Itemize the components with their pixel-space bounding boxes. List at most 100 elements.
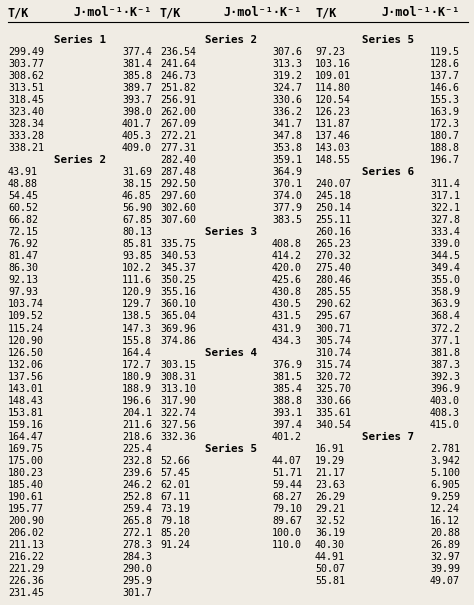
Text: 206.02: 206.02	[8, 528, 44, 538]
Text: 299.49: 299.49	[8, 47, 44, 57]
Text: 204.1: 204.1	[122, 408, 152, 417]
Text: Series 2: Series 2	[205, 35, 257, 45]
Text: 278.3: 278.3	[122, 540, 152, 550]
Text: 389.7: 389.7	[122, 83, 152, 93]
Text: 85.20: 85.20	[160, 528, 190, 538]
Text: 409.0: 409.0	[122, 143, 152, 153]
Text: 363.9: 363.9	[430, 299, 460, 310]
Text: 5.100: 5.100	[430, 468, 460, 478]
Text: 401.7: 401.7	[122, 119, 152, 129]
Text: 370.1: 370.1	[272, 179, 302, 189]
Text: 355.0: 355.0	[430, 275, 460, 286]
Text: 317.1: 317.1	[430, 191, 460, 201]
Text: 40.30: 40.30	[315, 540, 345, 550]
Text: 89.67: 89.67	[272, 516, 302, 526]
Text: 313.51: 313.51	[8, 83, 44, 93]
Text: 301.7: 301.7	[122, 588, 152, 598]
Text: 393.7: 393.7	[122, 95, 152, 105]
Text: 232.8: 232.8	[122, 456, 152, 466]
Text: 196.7: 196.7	[430, 155, 460, 165]
Text: 3.942: 3.942	[430, 456, 460, 466]
Text: 32.97: 32.97	[430, 552, 460, 562]
Text: 313.3: 313.3	[272, 59, 302, 69]
Text: 303.15: 303.15	[160, 359, 196, 370]
Text: 190.61: 190.61	[8, 492, 44, 502]
Text: 265.23: 265.23	[315, 240, 351, 249]
Text: Series 6: Series 6	[362, 167, 413, 177]
Text: 259.4: 259.4	[122, 504, 152, 514]
Text: 330.6: 330.6	[272, 95, 302, 105]
Text: 336.2: 336.2	[272, 107, 302, 117]
Text: 137.7: 137.7	[430, 71, 460, 81]
Text: 72.15: 72.15	[8, 227, 38, 237]
Text: 403.0: 403.0	[430, 396, 460, 405]
Text: Series 1: Series 1	[54, 35, 106, 45]
Text: 374.86: 374.86	[160, 336, 196, 345]
Text: 430.8: 430.8	[272, 287, 302, 298]
Text: 310.74: 310.74	[315, 347, 351, 358]
Text: 52.66: 52.66	[160, 456, 190, 466]
Text: 434.3: 434.3	[272, 336, 302, 345]
Text: 225.4: 225.4	[122, 443, 152, 454]
Text: 86.30: 86.30	[8, 263, 38, 273]
Text: 262.00: 262.00	[160, 107, 196, 117]
Text: 295.67: 295.67	[315, 312, 351, 321]
Text: 153.81: 153.81	[8, 408, 44, 417]
Text: 430.5: 430.5	[272, 299, 302, 310]
Text: 126.50: 126.50	[8, 347, 44, 358]
Text: 311.4: 311.4	[430, 179, 460, 189]
Text: 381.5: 381.5	[272, 371, 302, 382]
Text: 295.9: 295.9	[122, 576, 152, 586]
Text: 374.0: 374.0	[272, 191, 302, 201]
Text: 67.11: 67.11	[160, 492, 190, 502]
Text: 290.62: 290.62	[315, 299, 351, 310]
Text: 256.91: 256.91	[160, 95, 196, 105]
Text: 365.04: 365.04	[160, 312, 196, 321]
Text: 355.16: 355.16	[160, 287, 196, 298]
Text: 137.46: 137.46	[315, 131, 351, 141]
Text: 172.7: 172.7	[122, 359, 152, 370]
Text: 353.8: 353.8	[272, 143, 302, 153]
Text: 51.71: 51.71	[272, 468, 302, 478]
Text: 48.88: 48.88	[8, 179, 38, 189]
Text: 216.22: 216.22	[8, 552, 44, 562]
Text: 97.93: 97.93	[8, 287, 38, 298]
Text: 93.85: 93.85	[122, 252, 152, 261]
Text: 36.19: 36.19	[315, 528, 345, 538]
Text: 92.13: 92.13	[8, 275, 38, 286]
Text: 272.21: 272.21	[160, 131, 196, 141]
Text: 246.73: 246.73	[160, 71, 196, 81]
Text: 359.1: 359.1	[272, 155, 302, 165]
Text: 308.31: 308.31	[160, 371, 196, 382]
Text: 110.0: 110.0	[272, 540, 302, 550]
Text: T/K: T/K	[8, 6, 29, 19]
Text: 328.34: 328.34	[8, 119, 44, 129]
Text: 137.56: 137.56	[8, 371, 44, 382]
Text: 290.0: 290.0	[122, 564, 152, 574]
Text: 425.6: 425.6	[272, 275, 302, 286]
Text: 396.9: 396.9	[430, 384, 460, 394]
Text: 345.37: 345.37	[160, 263, 196, 273]
Text: 324.7: 324.7	[272, 83, 302, 93]
Text: 323.40: 323.40	[8, 107, 44, 117]
Text: 392.3: 392.3	[430, 371, 460, 382]
Text: 420.0: 420.0	[272, 263, 302, 273]
Text: 431.9: 431.9	[272, 324, 302, 333]
Text: 109.52: 109.52	[8, 312, 44, 321]
Text: 143.03: 143.03	[315, 143, 351, 153]
Text: 241.64: 241.64	[160, 59, 196, 69]
Text: 377.1: 377.1	[430, 336, 460, 345]
Text: 31.69: 31.69	[122, 167, 152, 177]
Text: 2.781: 2.781	[430, 443, 460, 454]
Text: 195.77: 195.77	[8, 504, 44, 514]
Text: 239.6: 239.6	[122, 468, 152, 478]
Text: 307.60: 307.60	[160, 215, 196, 225]
Text: 19.29: 19.29	[315, 456, 345, 466]
Text: J·mol⁻¹·K⁻¹: J·mol⁻¹·K⁻¹	[224, 6, 302, 19]
Text: 231.45: 231.45	[8, 588, 44, 598]
Text: 265.8: 265.8	[122, 516, 152, 526]
Text: 327.8: 327.8	[430, 215, 460, 225]
Text: 147.3: 147.3	[122, 324, 152, 333]
Text: 138.5: 138.5	[122, 312, 152, 321]
Text: 267.09: 267.09	[160, 119, 196, 129]
